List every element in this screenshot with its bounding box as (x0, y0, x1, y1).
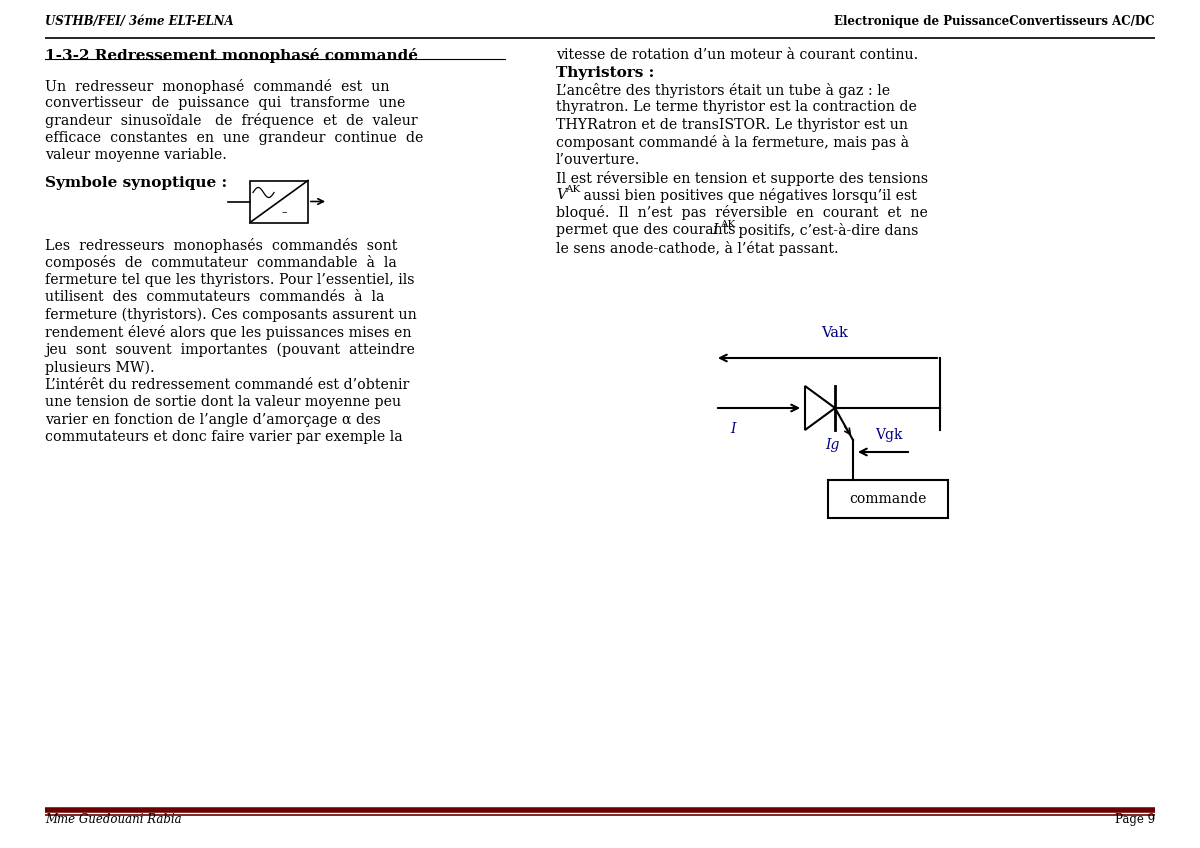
Text: valeur moyenne variable.: valeur moyenne variable. (46, 148, 227, 163)
Bar (250, 181, 308, 222)
Text: aussi bien positives que négatives lorsqu’il est: aussi bien positives que négatives lorsq… (580, 188, 917, 203)
Text: USTHB/FEI/ 3éme ELT-ELNA: USTHB/FEI/ 3éme ELT-ELNA (46, 15, 234, 28)
Text: I: I (730, 422, 736, 436)
Text: V: V (556, 188, 566, 202)
Text: Vak: Vak (822, 326, 848, 340)
Text: Thyristors :: Thyristors : (556, 65, 654, 80)
Text: fermeture tel que les thyristors. Pour l’essentiel, ils: fermeture tel que les thyristors. Pour l… (46, 273, 414, 287)
Text: jeu  sont  souvent  importantes  (pouvant  atteindre: jeu sont souvent importantes (pouvant at… (46, 343, 415, 357)
Text: Electronique de PuissanceConvertisseurs AC/DC: Electronique de PuissanceConvertisseurs … (834, 15, 1154, 28)
Text: permet que des courants: permet que des courants (556, 223, 740, 237)
Text: grandeur  sinusoïdale   de  fréquence  et  de  valeur: grandeur sinusoïdale de fréquence et de … (46, 114, 418, 129)
Text: fermeture (thyristors). Ces composants assurent un: fermeture (thyristors). Ces composants a… (46, 308, 416, 322)
Text: L’intérêt du redressement commandé est d’obtenir: L’intérêt du redressement commandé est d… (46, 377, 409, 392)
Text: l’ouverture.: l’ouverture. (556, 153, 641, 167)
Text: plusieurs MW).: plusieurs MW). (46, 360, 155, 375)
Text: –: – (282, 208, 288, 217)
Text: positifs, c’est-à-dire dans: positifs, c’est-à-dire dans (734, 223, 918, 238)
Text: Vgk: Vgk (875, 428, 902, 442)
Text: commande: commande (850, 492, 926, 506)
Text: vitesse de rotation d’un moteur à courant continu.: vitesse de rotation d’un moteur à couran… (556, 48, 918, 62)
Text: thyratron. Le terme thyristor est la contraction de: thyratron. Le terme thyristor est la con… (556, 101, 917, 114)
Text: I: I (712, 223, 718, 237)
Text: convertisseur  de  puissance  qui  transforme  une: convertisseur de puissance qui transform… (46, 96, 406, 110)
Text: THYRatron et de transISTOR. Le thyristor est un: THYRatron et de transISTOR. Le thyristor… (556, 118, 908, 132)
Text: efficace  constantes  en  une  grandeur  continue  de: efficace constantes en une grandeur cont… (46, 131, 424, 145)
Text: Ig: Ig (826, 438, 839, 452)
Text: L’ancêtre des thyristors était un tube à gaz : le: L’ancêtre des thyristors était un tube à… (556, 83, 890, 98)
Text: Page 9: Page 9 (1115, 813, 1154, 826)
Text: varier en fonction de l’angle d’amorçage α des: varier en fonction de l’angle d’amorçage… (46, 413, 380, 427)
Text: AK: AK (565, 185, 581, 194)
Text: 1-3-2 Redressement monophasé commandé: 1-3-2 Redressement monophasé commandé (46, 48, 418, 63)
Text: commutateurs et donc faire varier par exemple la: commutateurs et donc faire varier par ex… (46, 430, 403, 444)
Text: rendement élevé alors que les puissances mises en: rendement élevé alors que les puissances… (46, 326, 412, 340)
Text: une tension de sortie dont la valeur moyenne peu: une tension de sortie dont la valeur moy… (46, 395, 401, 410)
Text: composant commandé à la fermeture, mais pas à: composant commandé à la fermeture, mais … (556, 136, 910, 150)
Text: Un  redresseur  monophasé  commandé  est  un: Un redresseur monophasé commandé est un (46, 79, 390, 93)
Text: composés  de  commutateur  commandable  à  la: composés de commutateur commandable à la (46, 255, 397, 271)
Text: le sens anode-cathode, à l’état passant.: le sens anode-cathode, à l’état passant. (556, 241, 839, 255)
Text: Les  redresseurs  monophasés  commandés  sont: Les redresseurs monophasés commandés son… (46, 237, 397, 253)
Text: utilisent  des  commutateurs  commandés  à  la: utilisent des commutateurs commandés à l… (46, 290, 384, 304)
Text: Il est réversible en tension et supporte des tensions: Il est réversible en tension et supporte… (556, 170, 928, 186)
Text: AK: AK (720, 220, 736, 229)
Text: Symbole synoptique :: Symbole synoptique : (46, 176, 227, 191)
Text: bloqué.  Il  n’est  pas  réversible  en  courant  et  ne: bloqué. Il n’est pas réversible en coura… (556, 205, 928, 220)
Text: Mme Guedouani Rabia: Mme Guedouani Rabia (46, 813, 181, 826)
Bar (828, 480, 948, 518)
